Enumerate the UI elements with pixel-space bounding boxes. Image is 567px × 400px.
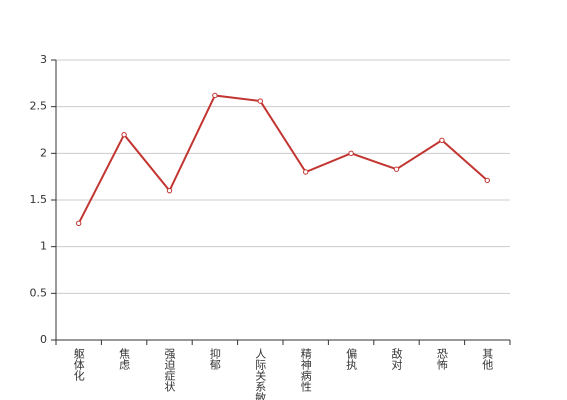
y-tick-label: 0.5 [30,286,48,299]
x-tick-label: 其他 [481,348,494,370]
point [439,137,445,143]
y-tick-label: 2 [40,146,47,159]
point [166,187,173,194]
point [76,220,82,227]
y-tick-label: 3 [40,53,47,66]
x-tick-label: 焦虑 [118,348,131,370]
x-tick-label: 抑郁 [208,347,221,370]
x-tick-label: 精神病性 [299,348,312,393]
line [77,94,488,224]
y-tick-label: 2.5 [30,100,48,113]
point [303,169,309,175]
point [484,177,490,184]
x-tick-label: 躯体化 [72,348,85,382]
x-tick-label: 偏执 [345,347,358,371]
point [348,150,354,157]
x-tick-label: 恐怖 [435,348,448,370]
point [212,92,218,99]
y-tick-label: 1.5 [30,193,48,206]
x-tick-label: 人际关系敏感 [254,348,267,400]
point [393,166,400,172]
y-tick-label: 0 [40,333,47,346]
y-tick-label: 1 [40,240,47,253]
point [257,98,263,104]
x-tick-label: 敌对 [390,347,403,370]
x-tick-label: 强迫症状 [163,348,176,392]
point [121,131,127,138]
